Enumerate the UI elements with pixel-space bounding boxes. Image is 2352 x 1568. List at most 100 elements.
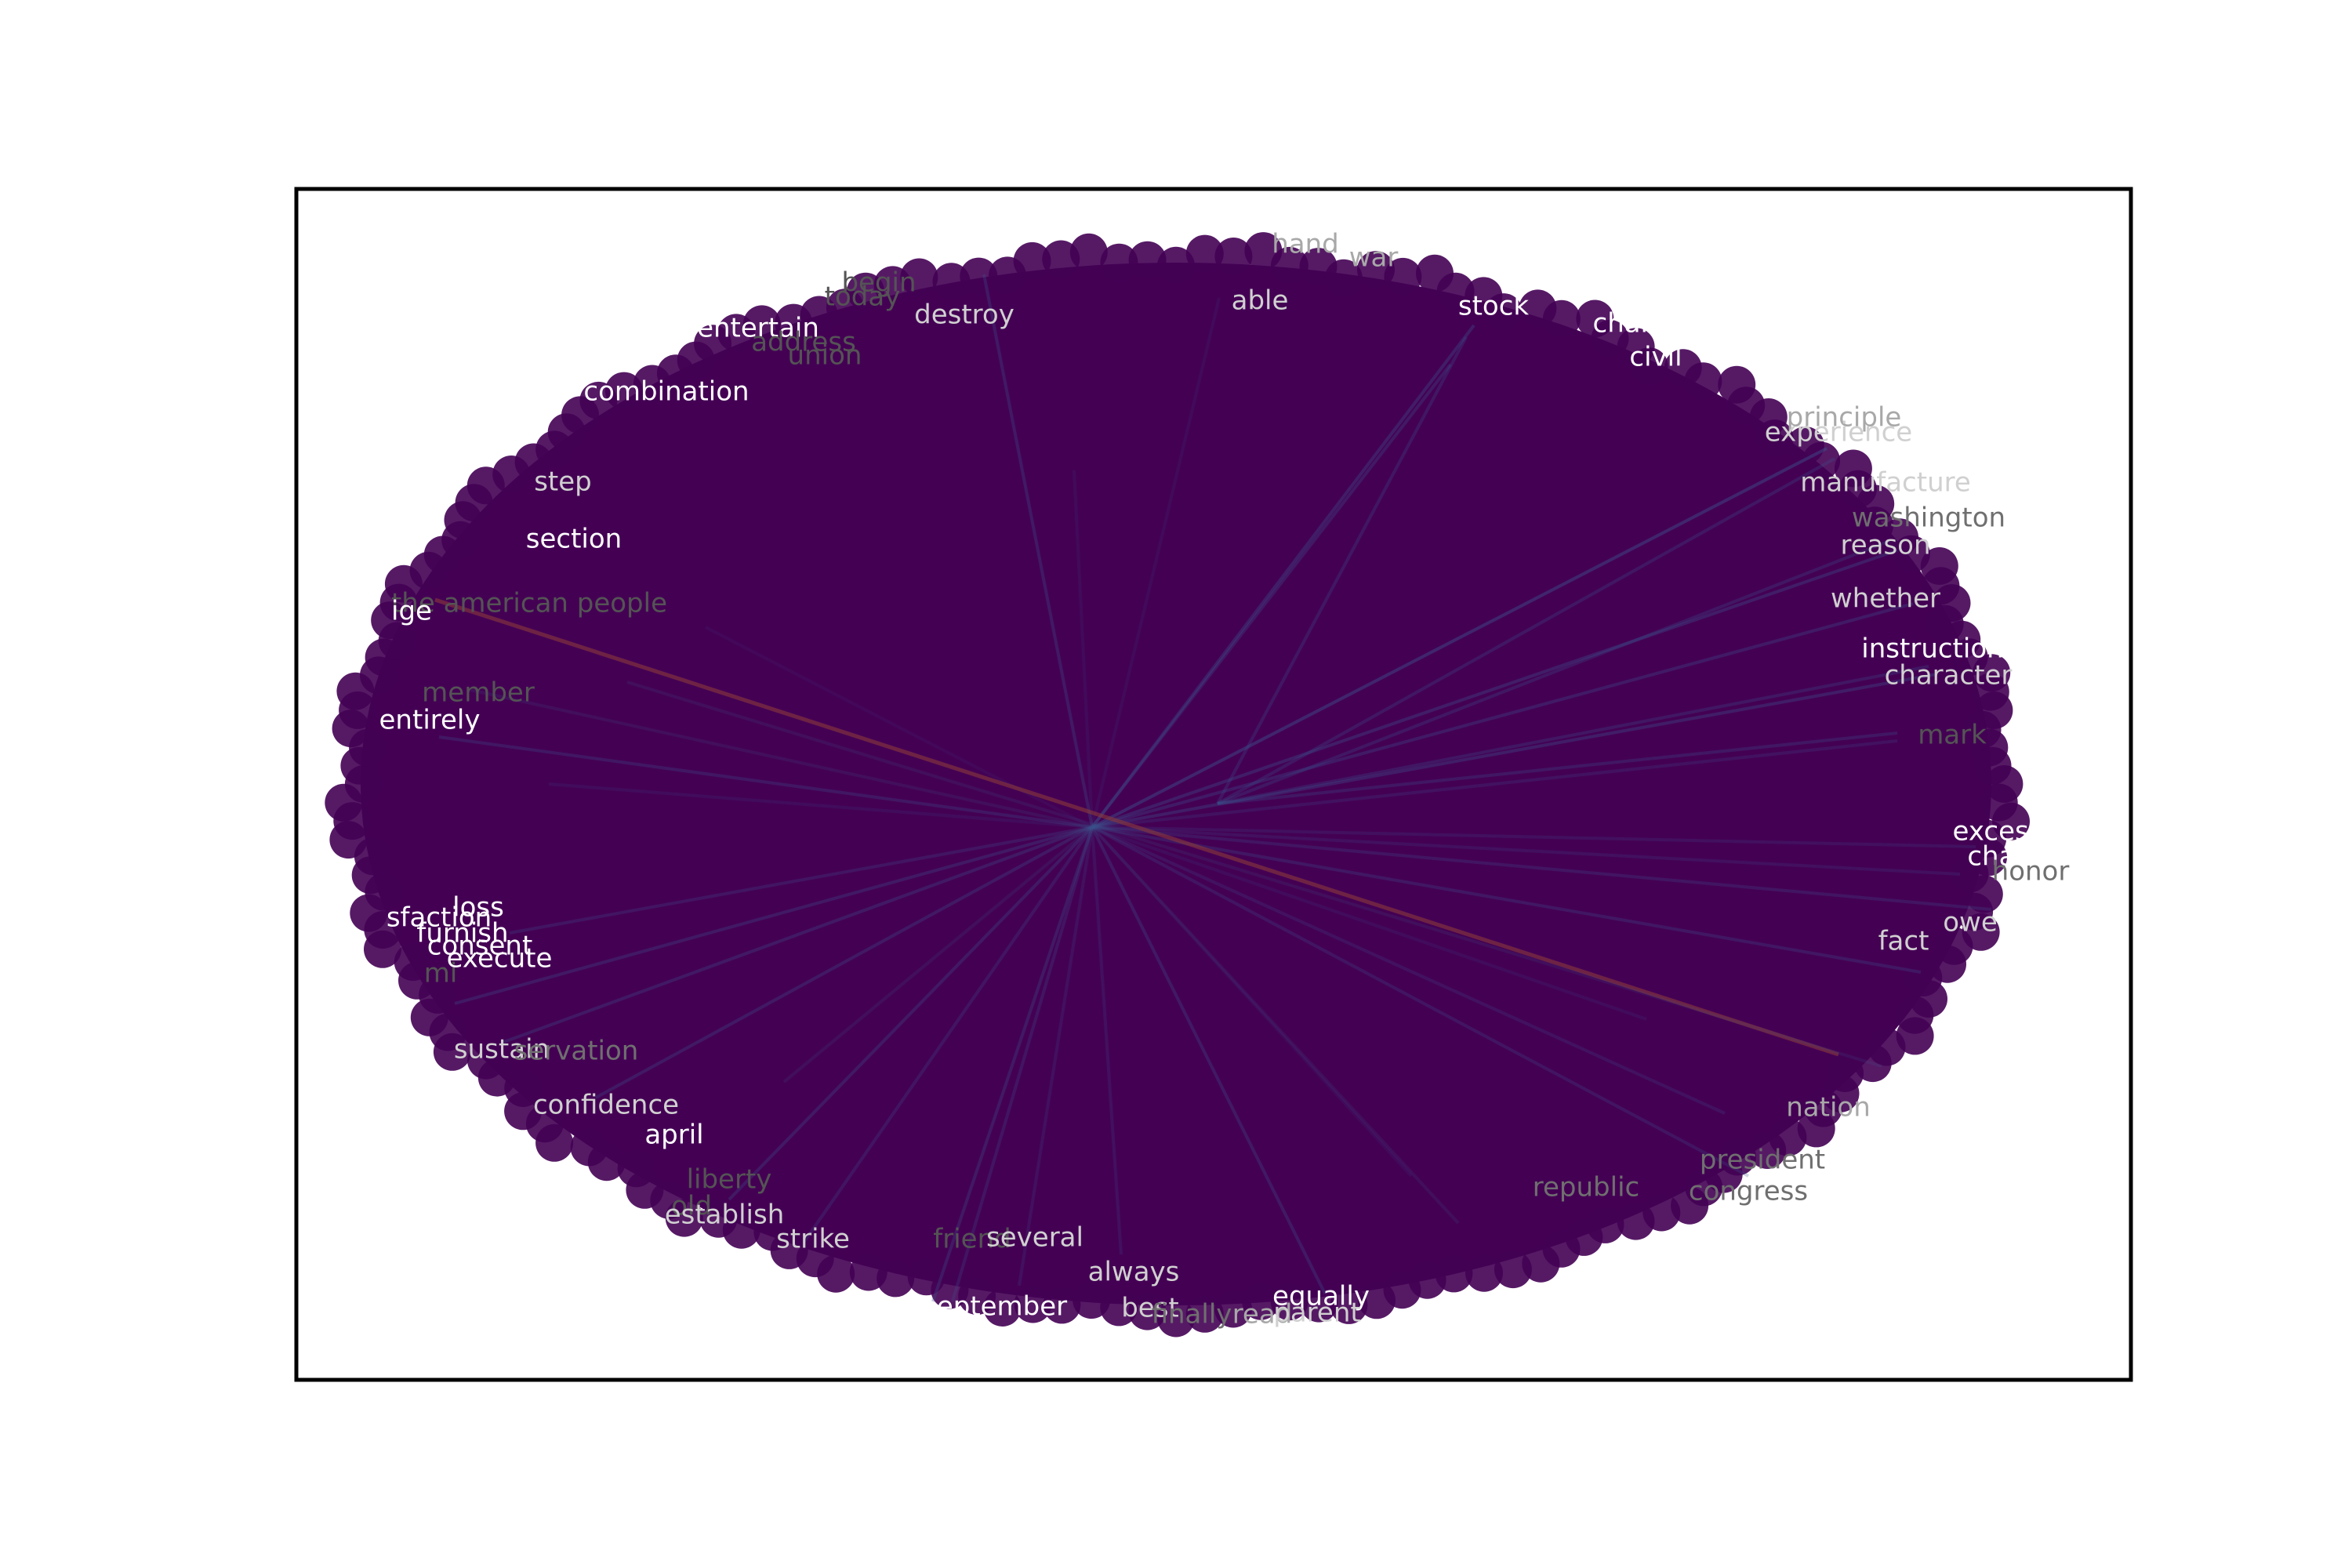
- word-label: manufacture: [1800, 467, 1971, 499]
- word-label: confidence: [533, 1090, 679, 1121]
- word-node: [1214, 1290, 1252, 1328]
- word-node: [753, 1213, 792, 1251]
- word-node: [467, 1041, 505, 1080]
- word-node: [1324, 259, 1363, 297]
- network-edge: [1091, 549, 1898, 829]
- word-label: several: [986, 1222, 1083, 1254]
- word-node: [570, 1128, 608, 1167]
- network-edge: [1091, 324, 1475, 829]
- word-node: [960, 257, 998, 296]
- word-node: [1073, 1281, 1111, 1319]
- word-label: strike: [776, 1224, 850, 1255]
- network-edge: [1091, 739, 1898, 829]
- word-label: begin: [841, 267, 916, 299]
- network-edge: [1091, 826, 1726, 1115]
- word-label: charge: [1593, 308, 1685, 339]
- word-node: [1358, 1281, 1396, 1319]
- word-node: [1802, 441, 1841, 480]
- word-label: principle: [1787, 402, 1902, 434]
- word-label: stock: [1458, 291, 1530, 322]
- word-node: [1330, 1286, 1368, 1324]
- word-node: [742, 305, 781, 343]
- word-label: character: [1885, 660, 2013, 691]
- word-label: today: [825, 281, 901, 313]
- word-node: [900, 258, 938, 296]
- word-label: equally: [1272, 1281, 1370, 1312]
- word-label: ige: [391, 596, 432, 627]
- word-node: [1896, 1017, 1934, 1055]
- word-node: [1465, 1254, 1503, 1292]
- network-edge: [1091, 826, 1992, 911]
- word-label: consent: [427, 931, 533, 962]
- word-node: [1797, 1109, 1835, 1148]
- network-edge: [1091, 297, 1221, 828]
- word-label: combination: [583, 376, 749, 408]
- word-label: parent: [1273, 1298, 1360, 1329]
- network-edge: [1217, 457, 1835, 805]
- network-edge: [548, 782, 1093, 829]
- word-label: hand: [1272, 229, 1339, 260]
- word-node: [849, 1253, 887, 1291]
- word-node: [604, 372, 643, 410]
- network-edge: [1073, 470, 1094, 828]
- word-node: [1892, 535, 1930, 573]
- word-label: establish: [665, 1200, 785, 1231]
- word-label: nation: [1786, 1092, 1871, 1123]
- word-label: civil: [1629, 342, 1682, 373]
- word-label: best: [1121, 1293, 1179, 1324]
- word-node: [1014, 1285, 1052, 1323]
- axes-frame: [294, 187, 2133, 1382]
- word-node: [1630, 347, 1668, 386]
- word-node: [1755, 419, 1794, 458]
- word-node: [907, 1258, 946, 1296]
- word-node: [1013, 241, 1051, 280]
- network-edge: [470, 688, 1093, 829]
- network-edge: [501, 826, 1093, 1044]
- network-edge: [438, 735, 1093, 829]
- network-edge: [802, 826, 1094, 1244]
- word-label: servation: [514, 1036, 639, 1067]
- word-label: member: [422, 677, 535, 709]
- word-node: [1214, 238, 1253, 275]
- word-node: [1671, 1186, 1709, 1225]
- word-node: [1100, 243, 1138, 281]
- network-edge: [931, 826, 1094, 1302]
- network-edge: [951, 826, 1094, 1302]
- network-edge: [1091, 826, 1647, 1021]
- network-edge: [1091, 826, 1327, 1294]
- word-node: [1973, 746, 2012, 785]
- word-node: [1043, 1286, 1081, 1324]
- word-label: furnish: [416, 918, 508, 949]
- word-label: eptember: [937, 1291, 1067, 1323]
- network-edge: [1091, 363, 1452, 829]
- network-edge: [782, 826, 1094, 1083]
- word-label: step: [534, 466, 592, 498]
- node-blob-layer: [325, 232, 2030, 1338]
- word-node: [394, 943, 432, 982]
- word-label: chanc: [1967, 841, 2046, 873]
- word-node: [1157, 1299, 1195, 1338]
- word-node: [1069, 233, 1108, 271]
- word-label: loss: [452, 892, 504, 924]
- network-edge: [1217, 539, 1890, 805]
- word-label: instruction: [1861, 633, 2003, 665]
- word-label: address: [751, 327, 856, 358]
- network-edge: [1217, 731, 1898, 805]
- network-edge: [1091, 826, 1460, 1225]
- word-label: sfaction: [387, 902, 492, 934]
- word-label: mark: [1918, 720, 1987, 751]
- word-node: [1684, 362, 1722, 401]
- word-label: union: [788, 340, 862, 372]
- network-edge: [595, 826, 1093, 1099]
- network-edge: [728, 826, 1094, 1201]
- word-node: [1484, 293, 1523, 332]
- network-edge: [1216, 336, 1468, 804]
- word-node: [1542, 299, 1581, 338]
- network-edge: [1091, 826, 1413, 1178]
- word-label: always: [1088, 1257, 1180, 1288]
- word-label: whether: [1831, 583, 1940, 615]
- word-label: congress: [1689, 1176, 1808, 1207]
- word-node: [1185, 1294, 1224, 1333]
